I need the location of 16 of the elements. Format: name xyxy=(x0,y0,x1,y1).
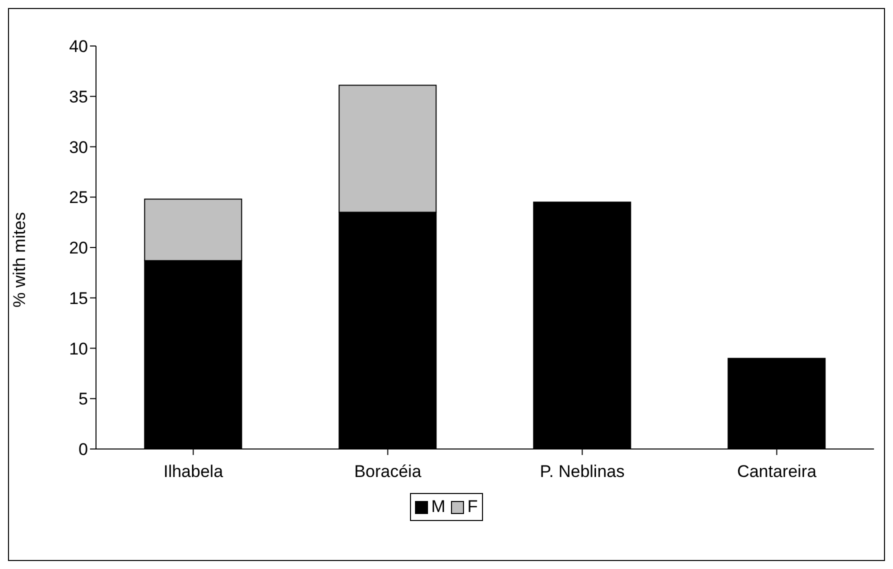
y-tick-label: 5 xyxy=(78,390,88,409)
y-tick-label: 25 xyxy=(69,188,88,208)
x-tick-label: Cantareira xyxy=(737,462,817,482)
y-tick-label: 20 xyxy=(69,238,88,258)
legend-label: M xyxy=(431,497,446,517)
x-tick-label: Boracéia xyxy=(354,462,422,482)
y-axis-title: % with mites xyxy=(10,212,30,308)
y-tick-label: 0 xyxy=(78,440,88,460)
y-tick-label: 35 xyxy=(69,87,88,106)
y-tick-label: 40 xyxy=(69,37,88,56)
legend-label: F xyxy=(467,497,478,517)
y-tick-label: 15 xyxy=(69,288,88,308)
y-tick-label: 10 xyxy=(69,339,88,358)
x-tick-label: P. Neblinas xyxy=(540,462,625,482)
y-tick-label: 30 xyxy=(69,138,88,157)
x-tick-label: Ilhabela xyxy=(163,462,224,482)
